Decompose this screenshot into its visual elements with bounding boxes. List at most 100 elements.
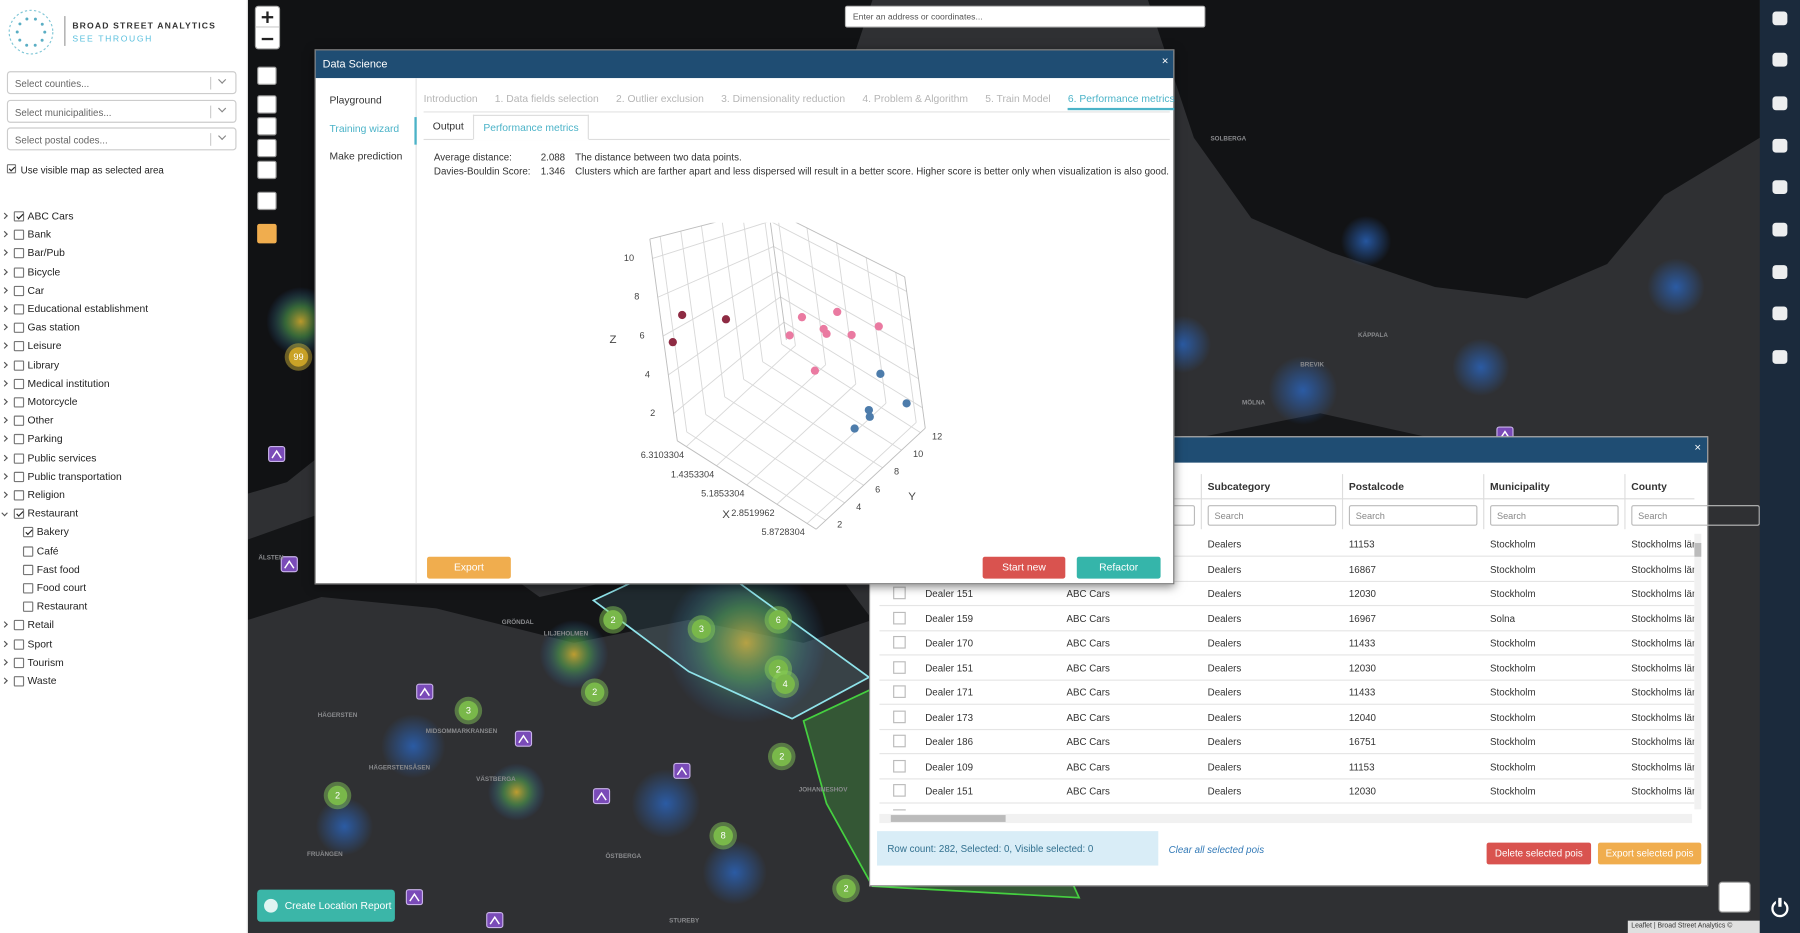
category-label[interactable]: Sport	[27, 637, 53, 650]
checkbox[interactable]	[13, 359, 25, 371]
toolbar-button[interactable]	[1770, 137, 1790, 155]
draw-tool[interactable]	[257, 66, 277, 85]
category-label[interactable]: Public transportation	[27, 470, 122, 482]
toolbar-button[interactable]	[1770, 304, 1790, 322]
checkbox[interactable]	[13, 452, 25, 464]
category-label[interactable]: Retail	[27, 619, 54, 631]
tree-toggle[interactable]	[1, 249, 8, 257]
tree-toggle[interactable]	[1, 435, 8, 443]
checkbox[interactable]	[13, 285, 25, 296]
tree-toggle[interactable]	[1, 286, 8, 294]
category-label[interactable]: Restaurant	[27, 507, 79, 520]
checkbox[interactable]	[13, 341, 25, 352]
layers-control[interactable]	[1718, 881, 1751, 913]
checkbox[interactable]	[13, 397, 25, 408]
toolbar-button[interactable]	[1770, 348, 1790, 366]
tree-toggle[interactable]	[1, 677, 8, 684]
row-checkbox[interactable]	[893, 635, 906, 649]
checkbox[interactable]	[13, 638, 25, 650]
tree-toggle[interactable]	[1, 510, 8, 517]
category-label[interactable]: Motorcycle	[27, 396, 78, 408]
tree-toggle[interactable]	[1, 417, 8, 424]
tree-toggle[interactable]	[1, 268, 8, 275]
toolbar-button[interactable]	[1770, 220, 1790, 238]
toolbar-button[interactable]	[1770, 51, 1790, 69]
wizard-step[interactable]: 5. Train Model	[985, 92, 1051, 105]
select[interactable]: Select postal codes...	[6, 127, 237, 151]
checkbox[interactable]	[22, 564, 34, 575]
tree-toggle[interactable]	[1, 231, 8, 238]
wizard-step[interactable]: 1. Data fields selection	[494, 92, 599, 105]
select[interactable]: Select counties...	[6, 71, 237, 95]
wizard-step[interactable]: 6. Performance metrics	[1067, 90, 1175, 111]
checkbox[interactable]	[13, 248, 25, 259]
category-label[interactable]: Bar/Pub	[27, 247, 65, 259]
column-search[interactable]: Search	[1631, 505, 1760, 526]
row-checkbox[interactable]	[893, 759, 906, 773]
toolbar-button[interactable]	[1770, 9, 1790, 27]
checkbox[interactable]	[13, 322, 25, 334]
category-label[interactable]: Medical institution	[27, 377, 110, 389]
row-checkbox[interactable]	[893, 734, 906, 748]
category-label[interactable]: Bank	[27, 228, 52, 241]
panel-close[interactable]: ×	[1694, 441, 1702, 455]
logout-button[interactable]	[1771, 895, 1789, 918]
row-checkbox[interactable]	[893, 784, 906, 797]
checkbox[interactable]	[6, 164, 17, 174]
column-search[interactable]: Search	[1490, 505, 1619, 526]
subtab[interactable]: Output	[432, 120, 464, 133]
refactor-button[interactable]: Refactor	[1076, 556, 1161, 579]
dialog-close[interactable]: ×	[1161, 55, 1169, 68]
draw-tool[interactable]	[257, 95, 277, 114]
row-checkbox[interactable]	[893, 710, 906, 723]
category-label[interactable]: ABC Cars	[27, 210, 74, 222]
tree-toggle[interactable]	[1, 361, 8, 368]
draw-tool[interactable]	[257, 160, 277, 180]
menu-item[interactable]: Playground	[329, 94, 382, 106]
wizard-step[interactable]: 4. Problem & Algorithm	[862, 92, 969, 105]
checkbox[interactable]	[13, 676, 25, 687]
tree-toggle[interactable]	[1, 305, 8, 313]
tree-toggle[interactable]	[1, 342, 8, 350]
tree-toggle[interactable]	[1, 454, 8, 461]
tree-toggle[interactable]	[1, 658, 8, 666]
category-label[interactable]: Leisure	[27, 340, 62, 352]
row-checkbox[interactable]	[893, 808, 906, 811]
draw-tool[interactable]	[257, 117, 277, 136]
checkbox[interactable]	[22, 601, 34, 613]
checkbox[interactable]	[22, 527, 34, 538]
wizard-step[interactable]: Introduction	[423, 92, 478, 105]
checkbox[interactable]	[13, 229, 25, 241]
checkbox[interactable]	[13, 434, 25, 445]
delete-tool[interactable]	[257, 191, 277, 211]
tree-toggle[interactable]	[1, 324, 8, 331]
address-search[interactable]: Enter an address or coordinates...	[844, 5, 1206, 28]
category-label[interactable]: Bicycle	[27, 265, 61, 278]
category-label[interactable]: Gas station	[27, 321, 80, 334]
delete-button[interactable]: Delete selected pois	[1486, 842, 1592, 865]
category-label[interactable]: Library	[27, 358, 60, 371]
tree-toggle[interactable]	[1, 621, 8, 629]
checkbox[interactable]	[13, 490, 25, 501]
tree-toggle[interactable]	[1, 212, 8, 220]
checkbox[interactable]	[13, 304, 25, 315]
category-label[interactable]: Religion	[27, 489, 65, 501]
zoom-in[interactable]	[255, 7, 279, 28]
subtab[interactable]: Performance metrics	[472, 114, 589, 141]
wizard-step[interactable]: 3. Dimensionality reduction	[721, 92, 846, 105]
draw-tool[interactable]	[257, 138, 277, 158]
export-button[interactable]: Export	[427, 556, 511, 579]
checkbox[interactable]	[13, 378, 25, 389]
select[interactable]: Select municipalities...	[6, 99, 237, 123]
category-label[interactable]: Fast food	[36, 563, 80, 575]
category-label[interactable]: Tourism	[27, 656, 64, 668]
toolbar-button[interactable]	[1770, 94, 1790, 112]
column-search[interactable]: Search	[1348, 505, 1478, 526]
street-view[interactable]	[257, 223, 277, 244]
category-label[interactable]: Parking	[27, 433, 63, 445]
category-label[interactable]: Food court	[36, 582, 87, 594]
checkbox[interactable]	[22, 545, 34, 557]
category-label[interactable]: Café	[36, 544, 59, 557]
column-search[interactable]: Search	[1207, 505, 1337, 526]
tree-toggle[interactable]	[1, 472, 8, 480]
